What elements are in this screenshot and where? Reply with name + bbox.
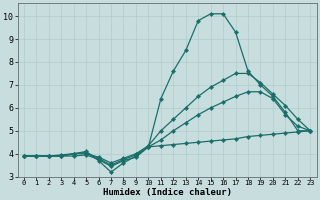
X-axis label: Humidex (Indice chaleur): Humidex (Indice chaleur) [103,188,232,197]
